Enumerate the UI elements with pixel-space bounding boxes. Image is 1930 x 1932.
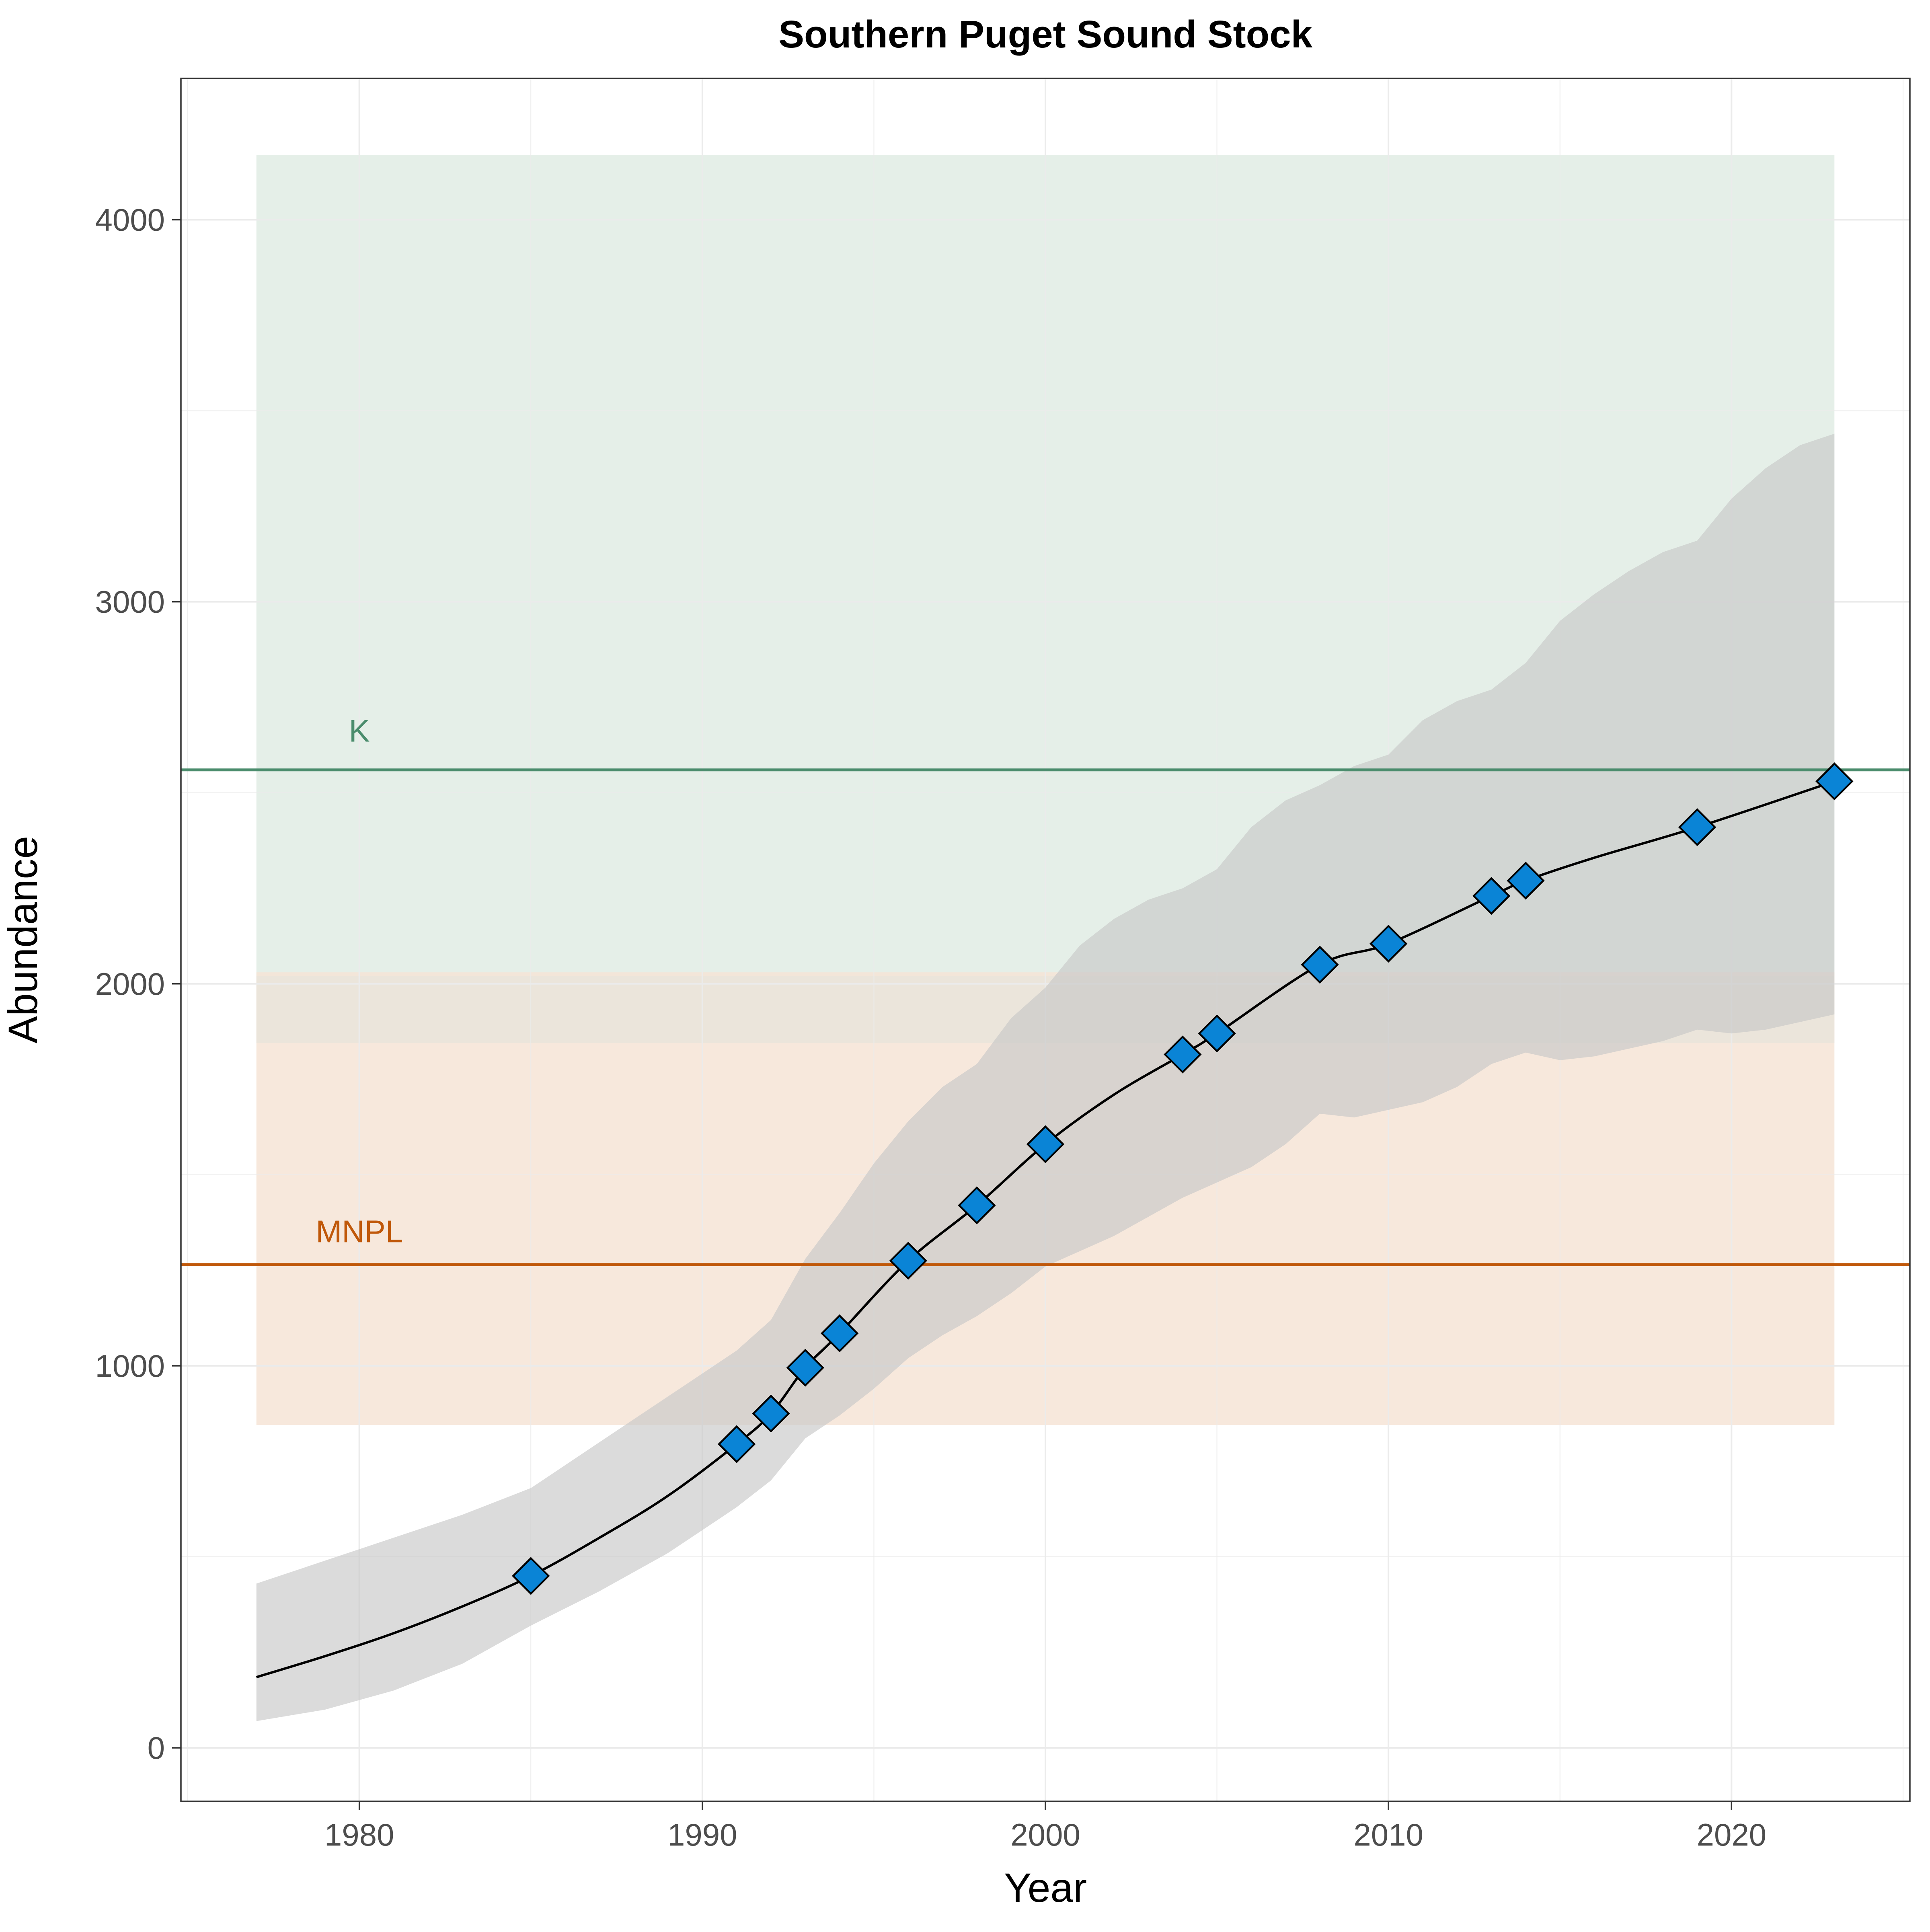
x-tick-label: 2020 [1697,1817,1767,1852]
observation-point [1815,762,1854,801]
observation-point [1369,924,1408,963]
reference-label-k: K [349,713,370,749]
observation-point [820,1314,859,1353]
observation-point [889,1242,927,1280]
x-tick-label: 2000 [1010,1817,1080,1852]
y-tick-label: 3000 [95,584,165,620]
observation-point [512,1557,550,1595]
y-tick-label: 2000 [95,966,165,1002]
observation-point [752,1394,790,1433]
observation-point [1301,946,1339,984]
x-tick-label: 1980 [324,1817,394,1852]
y-tick-label: 4000 [95,202,165,238]
reference-label-mnpl: MNPL [316,1213,403,1249]
observation-point [717,1425,756,1463]
x-axis-label: Year [1004,1865,1087,1911]
x-tick-label: 1990 [667,1817,737,1852]
observation-point [786,1349,824,1387]
observation-point [1678,808,1716,846]
y-tick-label: 1000 [95,1348,165,1384]
observation-point [1472,877,1511,915]
observation-point [1507,862,1545,900]
x-tick-label: 2010 [1353,1817,1423,1852]
confidence-ribbon [256,433,1835,1721]
observation-point [1026,1125,1065,1163]
observation-point [958,1186,996,1225]
observation-point [1198,1014,1236,1053]
observation-point [1164,1035,1202,1074]
y-axis-label: Abundance [0,836,46,1043]
y-tick-label: 0 [148,1730,165,1766]
chart-title: Southern Puget Sound Stock [778,13,1313,56]
